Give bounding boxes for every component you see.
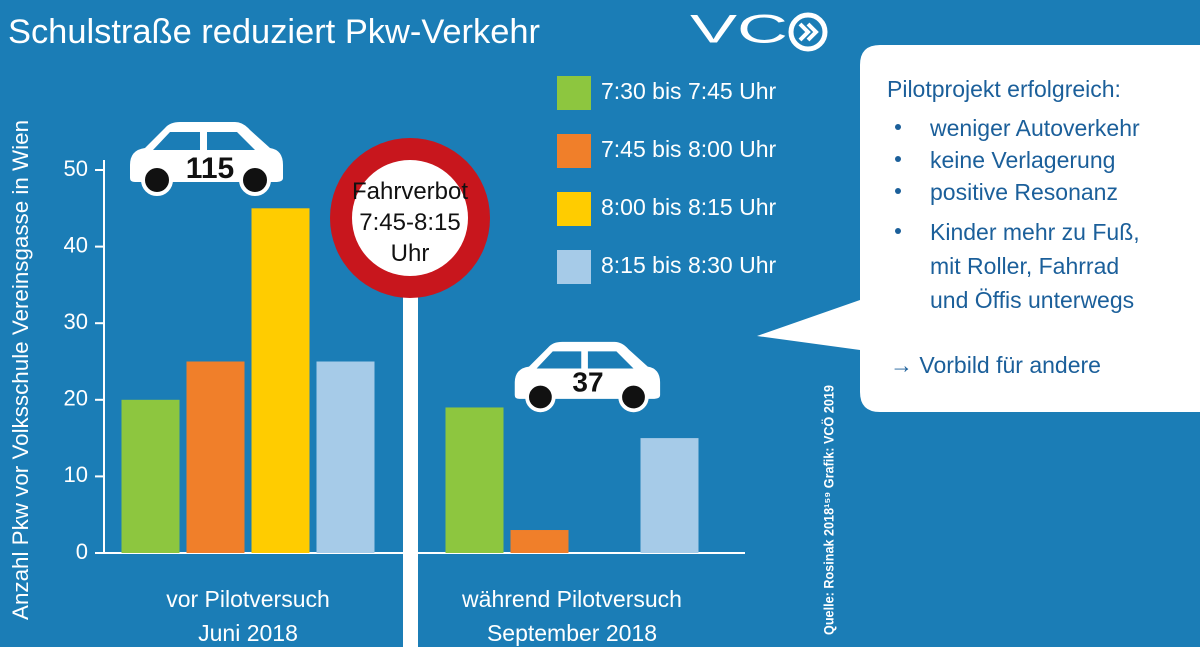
bar (510, 530, 569, 553)
x-tick-label: vor Pilotversuch Juni 2018 (166, 586, 330, 646)
bar (640, 438, 699, 553)
legend-label: 7:45 bis 8:00 Uhr (601, 136, 777, 162)
legend-label: 8:00 bis 8:15 Uhr (601, 194, 777, 220)
y-tick-label: 0 (76, 539, 88, 564)
logo-text: VC (690, 8, 788, 52)
y-tick-label: 50 (64, 156, 88, 181)
y-axis-label: Anzahl Pkw vor Volksschule Vereinsgasse … (8, 120, 33, 620)
callout-bullet: keine Verlagerung (930, 147, 1116, 173)
legend-swatch (557, 134, 591, 168)
bar (186, 361, 245, 553)
y-tick-label: 20 (64, 386, 88, 411)
legend-swatch (557, 76, 591, 110)
car (514, 341, 661, 413)
total-label: 37 (572, 366, 603, 397)
callout-bullet: positive Resonanz (930, 179, 1118, 205)
callout-heading: Pilotprojekt erfolgreich: (887, 76, 1121, 102)
bar (121, 399, 180, 553)
total-label: 115 (186, 152, 234, 185)
legend-swatch (557, 250, 591, 284)
y-tick-label: 10 (64, 462, 88, 487)
legend-swatch (557, 192, 591, 226)
y-tick-label: 30 (64, 309, 88, 334)
sign-pole (403, 270, 418, 647)
bar (251, 208, 310, 554)
callout-box (757, 45, 1200, 412)
chart-title: Schulstraße reduziert Pkw-Verkehr (8, 13, 540, 51)
legend-label: 7:30 bis 7:45 Uhr (601, 78, 777, 104)
x-tick-label: während Pilotversuch September 2018 (462, 586, 682, 646)
callout-bullet: weniger Autoverkehr (930, 115, 1140, 141)
logo: VC (690, 8, 828, 52)
source: Quelle: Rosinak 2018¹⁵⁹ Grafik: VCÖ 2019 (821, 385, 837, 635)
logo-ring (788, 12, 828, 52)
legend-label: 8:15 bis 8:30 Uhr (601, 252, 777, 278)
logo-arrows (798, 22, 819, 42)
sign-face (352, 160, 468, 276)
bar (316, 361, 375, 553)
bar (445, 407, 504, 553)
callout-conclusion: → Vorbild für andere (890, 352, 1101, 378)
sign-text: Fahrverbot 7:45-8:15 Uhr (351, 178, 469, 267)
bullets (895, 124, 901, 234)
car (130, 122, 283, 196)
y-tick-label: 40 (64, 232, 88, 257)
callout-bullet: Kinder mehr zu Fuß, mit Roller, Fahrrad … (930, 219, 1140, 313)
